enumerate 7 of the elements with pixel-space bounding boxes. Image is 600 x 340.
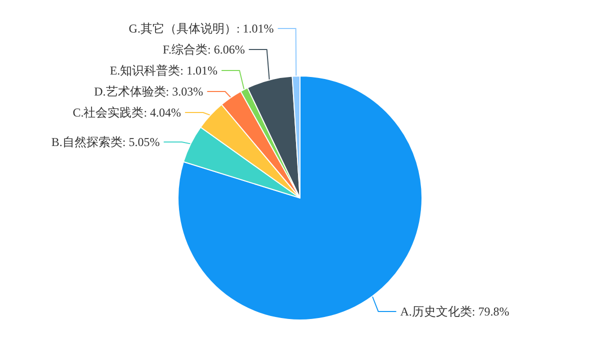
slice-label: E.知识科普类: 1.01% (110, 64, 218, 78)
slice-label: D.艺术体验类: 3.03% (94, 84, 204, 99)
slice-label: C.社会实践类: 4.04% (72, 106, 182, 120)
slice-label: A.历史文化类: 79.8% (400, 304, 510, 319)
slice-label: B.自然探索类: 5.05% (51, 135, 160, 150)
slice-label: G.其它（具体说明）: 1.01% (128, 22, 274, 36)
slice-label: F.综合类: 6.06% (162, 42, 245, 57)
